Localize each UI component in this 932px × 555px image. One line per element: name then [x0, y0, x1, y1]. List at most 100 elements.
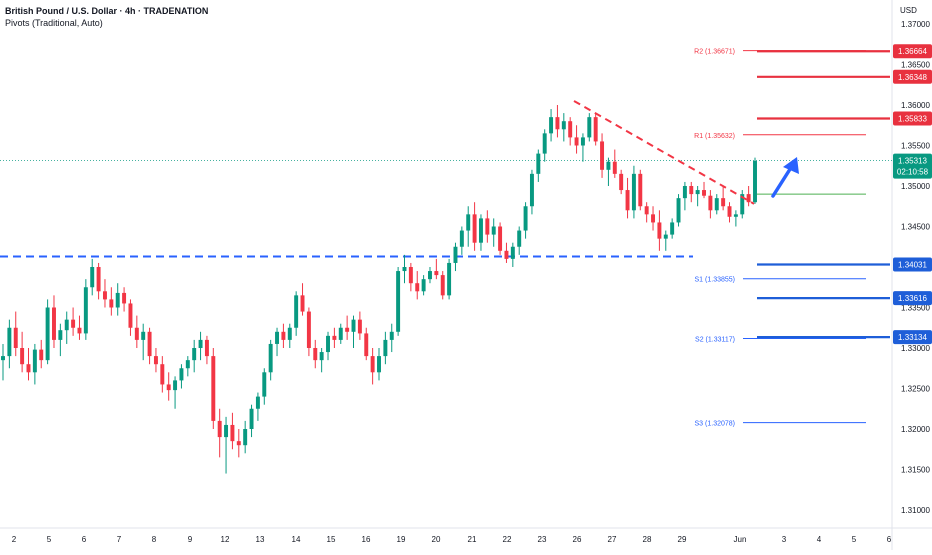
symbol-title: British Pound / U.S. Dollar · 4h · TRADE…	[5, 6, 209, 16]
candle-body	[644, 206, 649, 215]
x-tick-label: 6	[887, 535, 892, 544]
candle-body	[428, 271, 432, 280]
candle-body	[682, 186, 687, 199]
candle-body	[96, 267, 101, 292]
candle-body	[32, 349, 37, 373]
x-tick-label: 15	[327, 535, 336, 544]
candle-body	[440, 275, 445, 296]
candle-body	[77, 327, 82, 334]
x-tick-label: 27	[608, 535, 617, 544]
pivot-label: S1 (1.33855)	[695, 277, 735, 284]
candle-body	[198, 339, 203, 348]
price-level-value: 1.36664	[898, 47, 927, 56]
price-level-badge	[893, 330, 932, 345]
price-level-badge	[893, 44, 932, 59]
candle-body	[529, 173, 534, 207]
candle-body	[102, 291, 107, 300]
x-tick-label: 29	[678, 535, 687, 544]
candle-body	[485, 218, 490, 235]
candle-body	[243, 429, 248, 446]
candle-body	[542, 133, 547, 154]
candle-body	[625, 190, 630, 211]
candle-body	[7, 327, 12, 357]
candle-body	[498, 226, 503, 251]
x-tick-label: 23	[538, 535, 547, 544]
bullish-arrow-shaft	[771, 164, 794, 198]
candle-body	[217, 420, 222, 438]
candle-body	[517, 230, 522, 247]
candle-body	[638, 173, 643, 207]
candle-body	[466, 214, 471, 231]
candle-body	[612, 161, 617, 174]
candle-body	[453, 246, 458, 263]
y-tick-label: 1.35500	[901, 142, 930, 151]
current-price-value: 1.35313	[898, 157, 927, 166]
candle-body	[26, 364, 31, 373]
candle-body	[606, 161, 611, 170]
candle-body	[230, 424, 235, 442]
candle-body	[714, 198, 719, 211]
candle-body	[13, 327, 18, 348]
candle-body	[510, 246, 515, 259]
candle-body	[128, 303, 133, 328]
x-tick-label: 22	[503, 535, 512, 544]
candle-body	[631, 173, 636, 211]
x-tick-label: 3	[782, 535, 787, 544]
candle-body	[287, 327, 292, 340]
candle-body	[20, 348, 25, 365]
candle-body	[663, 234, 668, 239]
candle-body	[447, 262, 452, 296]
candle-body	[338, 327, 343, 340]
candle-body	[587, 117, 592, 138]
price-level-value: 1.33134	[898, 333, 927, 342]
candle-body	[39, 349, 44, 361]
bullish-arrow-head	[783, 157, 799, 174]
x-tick-label: 6	[82, 535, 87, 544]
candle-body	[561, 121, 566, 130]
candle-body	[262, 372, 267, 397]
candle-body	[224, 424, 229, 438]
candle-body	[326, 335, 330, 353]
candle-body	[300, 295, 305, 312]
candle-body	[255, 396, 260, 409]
candle-body	[689, 186, 694, 195]
x-tick-label: 21	[468, 535, 477, 544]
candle-body	[351, 319, 356, 332]
x-tick-label: 4	[817, 535, 822, 544]
candle-body	[383, 339, 388, 357]
candle-body	[555, 117, 560, 130]
candle-body	[122, 292, 127, 304]
candle-body	[377, 356, 381, 373]
candle-body	[504, 250, 509, 259]
candle-body	[434, 271, 439, 276]
candle-body	[211, 356, 216, 421]
candle-body	[753, 160, 757, 203]
x-tick-label: 5	[852, 535, 857, 544]
x-tick-label: 2	[12, 535, 17, 544]
y-tick-label: 1.33000	[901, 344, 930, 353]
x-tick-label: 8	[152, 535, 157, 544]
candle-body	[115, 292, 120, 308]
x-tick-label: 14	[292, 535, 301, 544]
x-tick-label: 26	[573, 535, 582, 544]
candle-body	[332, 335, 337, 340]
candle-body	[249, 408, 254, 429]
candle-body	[1, 356, 5, 361]
x-tick-label: 13	[256, 535, 265, 544]
price-level-value: 1.35833	[898, 115, 927, 124]
candle-body	[657, 222, 662, 239]
y-tick-label: 1.36000	[901, 101, 930, 110]
price-level-value: 1.36348	[898, 73, 927, 82]
x-tick-label: 16	[362, 535, 371, 544]
countdown-timer: 02:10:58	[897, 168, 929, 177]
candle-body	[580, 137, 585, 146]
candle-body	[294, 295, 299, 328]
candle-body	[345, 327, 350, 332]
y-tick-label: 1.36500	[901, 61, 930, 70]
candle-body	[166, 384, 171, 391]
price-level-value: 1.33616	[898, 294, 927, 303]
candle-body	[389, 331, 394, 340]
candle-body	[721, 198, 726, 207]
